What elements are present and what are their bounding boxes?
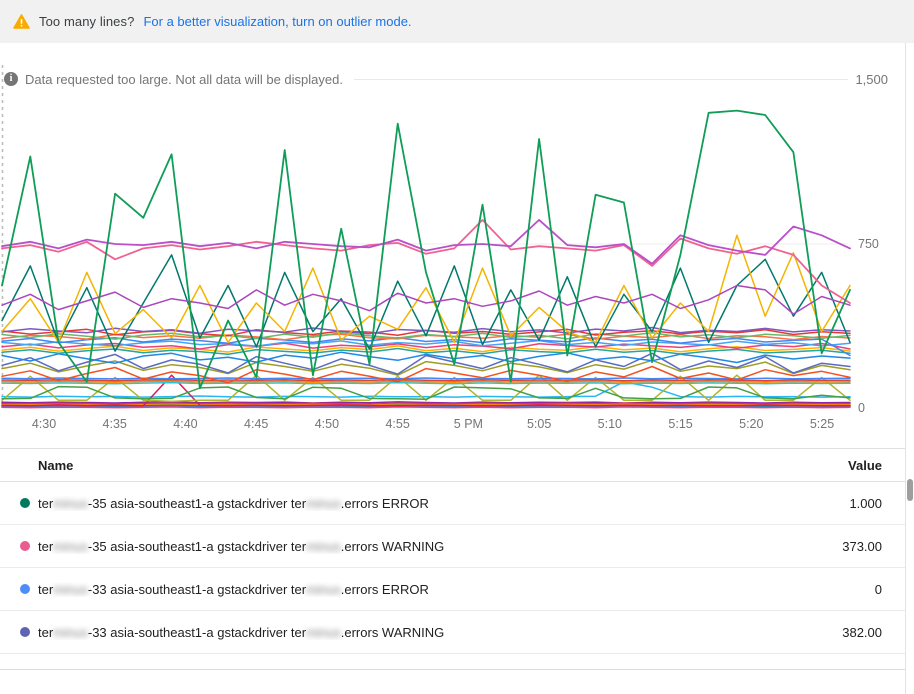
- too-many-lines-banner: Too many lines? For a better visualizati…: [0, 0, 914, 43]
- table-row[interactable]: terminus-33 asia-southeast1-a gstackdriv…: [0, 611, 914, 654]
- chart-line[interactable]: [1, 345, 851, 353]
- series-value: 1.000: [849, 495, 882, 511]
- legend-table-body: terminus-35 asia-southeast1-a gstackdriv…: [0, 482, 914, 654]
- gridline-1500: [353, 78, 849, 80]
- x-axis-label: 4:40: [173, 417, 198, 431]
- scrollbar-track[interactable]: [905, 43, 914, 694]
- x-axis-label: 5:10: [597, 417, 622, 431]
- x-axis-label: 4:35: [102, 417, 127, 431]
- series-name-prefix: ter: [38, 581, 54, 597]
- series-name-prefix: ter: [38, 495, 54, 511]
- series-name-redacted: minus: [53, 581, 88, 597]
- table-row[interactable]: terminus-35 asia-southeast1-a gstackdriv…: [0, 525, 914, 568]
- y-axis-label-750: 750: [858, 237, 879, 251]
- series-color-dot: [20, 541, 30, 551]
- name-column-header: Name: [38, 457, 74, 473]
- banner-warning-text: Too many lines?: [39, 14, 135, 29]
- partial-row: [0, 654, 914, 670]
- series-name: terminus-35 asia-southeast1-a gstackdriv…: [38, 539, 444, 554]
- chart-line[interactable]: [1, 352, 851, 375]
- chart-line[interactable]: [1, 401, 851, 404]
- timeseries-chart-panel: i Data requested too large. Not all data…: [0, 43, 914, 448]
- timeseries-chart[interactable]: [0, 43, 914, 448]
- series-name: terminus-35 asia-southeast1-a gstackdriv…: [38, 496, 429, 511]
- series-name-redacted: minus: [306, 538, 341, 554]
- x-axis-label: 5:20: [739, 417, 764, 431]
- x-axis-label: 4:55: [385, 417, 410, 431]
- x-axis-label: 5:05: [526, 417, 552, 431]
- series-color-dot: [20, 584, 30, 594]
- info-icon: i: [4, 72, 18, 86]
- series-color-dot: [20, 627, 30, 637]
- series-value: 0: [874, 581, 882, 597]
- x-axis-label: 4:45: [244, 417, 269, 431]
- series-name-suffix: .errors WARNING: [340, 624, 445, 640]
- legend-table-header: Name Value: [0, 449, 914, 482]
- series-name-suffix: .errors ERROR: [340, 581, 429, 597]
- data-notice-row: i Data requested too large. Not all data…: [4, 71, 888, 87]
- series-name-mid: -33 asia-southeast1-a gstackdriver ter: [87, 624, 307, 640]
- series-name-suffix: .errors WARNING: [340, 538, 445, 554]
- chart-line[interactable]: [1, 336, 851, 357]
- chart-line[interactable]: [1, 351, 851, 364]
- chart-line[interactable]: [1, 380, 851, 383]
- data-notice-text: Data requested too large. Not all data w…: [25, 71, 343, 87]
- x-axis-label: 5:25: [809, 417, 835, 431]
- chart-line[interactable]: [1, 381, 851, 398]
- series-name: terminus-33 asia-southeast1-a gstackdriv…: [38, 582, 429, 597]
- table-row[interactable]: terminus-35 asia-southeast1-a gstackdriv…: [0, 482, 914, 525]
- series-name-mid: -35 asia-southeast1-a gstackdriver ter: [87, 495, 307, 511]
- series-name-prefix: ter: [38, 538, 54, 554]
- chart-line[interactable]: [1, 254, 851, 352]
- series-color-dot: [20, 498, 30, 508]
- x-axis-label: 5 PM: [453, 417, 483, 431]
- outlier-mode-link[interactable]: For a better visualization, turn on outl…: [143, 14, 412, 29]
- chart-line[interactable]: [1, 374, 851, 407]
- series-name-mid: -33 asia-southeast1-a gstackdriver ter: [87, 581, 307, 597]
- series-name-redacted: minus: [306, 581, 341, 597]
- chart-line[interactable]: [1, 377, 851, 380]
- chart-line[interactable]: [1, 365, 851, 384]
- series-value: 373.00: [842, 538, 882, 554]
- chart-line[interactable]: [1, 284, 851, 315]
- x-axis-label: 4:50: [314, 417, 340, 431]
- series-name-mid: -35 asia-southeast1-a gstackdriver ter: [87, 538, 307, 554]
- warning-icon: [13, 14, 30, 29]
- y-axis-label-1500: 1,500: [855, 71, 888, 87]
- series-value: 382.00: [842, 624, 882, 640]
- y-axis-label-0: 0: [858, 401, 865, 415]
- chart-line[interactable]: [1, 109, 851, 390]
- series-name-redacted: minus: [306, 624, 341, 640]
- series-name-redacted: minus: [306, 495, 341, 511]
- series-name: terminus-33 asia-southeast1-a gstackdriv…: [38, 625, 444, 640]
- chart-line[interactable]: [1, 359, 851, 376]
- chart-line[interactable]: [1, 402, 851, 405]
- value-column-header: Value: [848, 457, 882, 473]
- chart-line[interactable]: [1, 347, 851, 355]
- series-name-redacted: minus: [53, 495, 88, 511]
- scrollbar-thumb[interactable]: [907, 479, 913, 501]
- series-name-prefix: ter: [38, 624, 54, 640]
- chart-line[interactable]: [1, 385, 851, 401]
- legend-table: Name Value terminus-35 asia-southeast1-a…: [0, 448, 914, 670]
- chart-line[interactable]: [1, 339, 851, 347]
- x-axis-label: 4:30: [31, 417, 57, 431]
- series-name-redacted: minus: [53, 538, 88, 554]
- chart-line[interactable]: [1, 374, 851, 403]
- table-row[interactable]: terminus-33 asia-southeast1-a gstackdriv…: [0, 568, 914, 611]
- chart-line[interactable]: [1, 378, 851, 382]
- series-name-redacted: minus: [53, 624, 88, 640]
- series-name-suffix: .errors ERROR: [340, 495, 429, 511]
- chart-line[interactable]: [1, 406, 851, 409]
- chart-line[interactable]: [1, 218, 851, 304]
- chart-line[interactable]: [1, 234, 851, 344]
- x-axis-label: 5:15: [668, 417, 693, 431]
- chart-line[interactable]: [1, 381, 851, 385]
- chart-line[interactable]: [1, 218, 851, 265]
